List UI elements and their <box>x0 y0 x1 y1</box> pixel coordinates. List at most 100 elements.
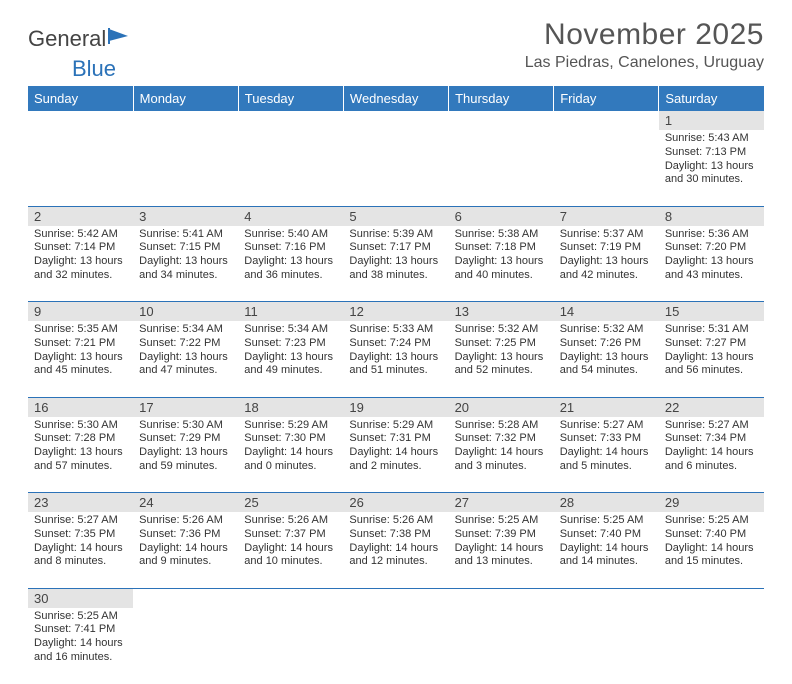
day-details: Sunrise: 5:30 AMSunset: 7:29 PMDaylight:… <box>133 417 238 478</box>
weekday-header: Saturday <box>659 86 764 111</box>
day-content-cell <box>554 130 659 206</box>
day-details: Sunrise: 5:40 AMSunset: 7:16 PMDaylight:… <box>238 226 343 287</box>
day-number-cell <box>554 588 659 608</box>
day-number-cell: 24 <box>133 493 238 513</box>
day-number-cell: 29 <box>659 493 764 513</box>
day-content-cell: Sunrise: 5:41 AMSunset: 7:15 PMDaylight:… <box>133 226 238 302</box>
day-number-cell: 3 <box>133 206 238 226</box>
day-content-cell <box>449 130 554 206</box>
day-details: Sunrise: 5:34 AMSunset: 7:22 PMDaylight:… <box>133 321 238 382</box>
day-number-cell: 13 <box>449 302 554 322</box>
day-number-cell: 23 <box>28 493 133 513</box>
day-number-cell: 19 <box>343 397 448 417</box>
day-number-cell: 10 <box>133 302 238 322</box>
logo: General <box>28 26 134 52</box>
day-content-cell <box>659 608 764 684</box>
day-content-cell: Sunrise: 5:25 AMSunset: 7:41 PMDaylight:… <box>28 608 133 684</box>
day-number-cell: 25 <box>238 493 343 513</box>
day-number-cell: 27 <box>449 493 554 513</box>
day-content-cell: Sunrise: 5:27 AMSunset: 7:34 PMDaylight:… <box>659 417 764 493</box>
content-row: Sunrise: 5:42 AMSunset: 7:14 PMDaylight:… <box>28 226 764 302</box>
day-details: Sunrise: 5:27 AMSunset: 7:35 PMDaylight:… <box>28 512 133 573</box>
day-details: Sunrise: 5:33 AMSunset: 7:24 PMDaylight:… <box>343 321 448 382</box>
day-details: Sunrise: 5:27 AMSunset: 7:33 PMDaylight:… <box>554 417 659 478</box>
weekday-header: Sunday <box>28 86 133 111</box>
day-number-cell: 30 <box>28 588 133 608</box>
day-content-cell <box>343 608 448 684</box>
day-content-cell: Sunrise: 5:25 AMSunset: 7:39 PMDaylight:… <box>449 512 554 588</box>
day-details: Sunrise: 5:41 AMSunset: 7:15 PMDaylight:… <box>133 226 238 287</box>
daynum-row: 2345678 <box>28 206 764 226</box>
day-number-cell: 20 <box>449 397 554 417</box>
day-details: Sunrise: 5:31 AMSunset: 7:27 PMDaylight:… <box>659 321 764 382</box>
day-content-cell: Sunrise: 5:30 AMSunset: 7:28 PMDaylight:… <box>28 417 133 493</box>
day-content-cell <box>28 130 133 206</box>
page-subtitle: Las Piedras, Canelones, Uruguay <box>525 54 764 72</box>
day-content-cell: Sunrise: 5:37 AMSunset: 7:19 PMDaylight:… <box>554 226 659 302</box>
day-content-cell: Sunrise: 5:26 AMSunset: 7:37 PMDaylight:… <box>238 512 343 588</box>
day-content-cell: Sunrise: 5:32 AMSunset: 7:26 PMDaylight:… <box>554 321 659 397</box>
day-content-cell: Sunrise: 5:31 AMSunset: 7:27 PMDaylight:… <box>659 321 764 397</box>
content-row: Sunrise: 5:25 AMSunset: 7:41 PMDaylight:… <box>28 608 764 684</box>
day-number-cell <box>238 588 343 608</box>
day-content-cell: Sunrise: 5:33 AMSunset: 7:24 PMDaylight:… <box>343 321 448 397</box>
day-number-cell <box>28 111 133 130</box>
page-title: November 2025 <box>525 18 764 52</box>
day-content-cell: Sunrise: 5:36 AMSunset: 7:20 PMDaylight:… <box>659 226 764 302</box>
day-details: Sunrise: 5:38 AMSunset: 7:18 PMDaylight:… <box>449 226 554 287</box>
daynum-row: 30 <box>28 588 764 608</box>
day-details: Sunrise: 5:28 AMSunset: 7:32 PMDaylight:… <box>449 417 554 478</box>
day-number-cell: 6 <box>449 206 554 226</box>
daynum-row: 1 <box>28 111 764 130</box>
day-content-cell <box>133 608 238 684</box>
content-row: Sunrise: 5:43 AMSunset: 7:13 PMDaylight:… <box>28 130 764 206</box>
day-number-cell: 21 <box>554 397 659 417</box>
weekday-header-row: Sunday Monday Tuesday Wednesday Thursday… <box>28 86 764 111</box>
day-details: Sunrise: 5:34 AMSunset: 7:23 PMDaylight:… <box>238 321 343 382</box>
day-content-cell: Sunrise: 5:42 AMSunset: 7:14 PMDaylight:… <box>28 226 133 302</box>
day-content-cell: Sunrise: 5:26 AMSunset: 7:38 PMDaylight:… <box>343 512 448 588</box>
day-number-cell: 18 <box>238 397 343 417</box>
day-number-cell <box>449 588 554 608</box>
day-number-cell: 14 <box>554 302 659 322</box>
day-details: Sunrise: 5:43 AMSunset: 7:13 PMDaylight:… <box>659 130 764 191</box>
day-details: Sunrise: 5:27 AMSunset: 7:34 PMDaylight:… <box>659 417 764 478</box>
weekday-header: Monday <box>133 86 238 111</box>
day-number-cell <box>343 588 448 608</box>
day-content-cell <box>554 608 659 684</box>
calendar-table: Sunday Monday Tuesday Wednesday Thursday… <box>28 86 764 684</box>
day-details: Sunrise: 5:25 AMSunset: 7:41 PMDaylight:… <box>28 608 133 669</box>
content-row: Sunrise: 5:27 AMSunset: 7:35 PMDaylight:… <box>28 512 764 588</box>
day-number-cell: 9 <box>28 302 133 322</box>
weekday-header: Thursday <box>449 86 554 111</box>
day-number-cell: 7 <box>554 206 659 226</box>
day-details: Sunrise: 5:25 AMSunset: 7:40 PMDaylight:… <box>659 512 764 573</box>
day-content-cell: Sunrise: 5:30 AMSunset: 7:29 PMDaylight:… <box>133 417 238 493</box>
weekday-header: Friday <box>554 86 659 111</box>
day-number-cell: 26 <box>343 493 448 513</box>
day-content-cell: Sunrise: 5:29 AMSunset: 7:31 PMDaylight:… <box>343 417 448 493</box>
day-content-cell: Sunrise: 5:27 AMSunset: 7:35 PMDaylight:… <box>28 512 133 588</box>
weekday-header: Tuesday <box>238 86 343 111</box>
day-content-cell: Sunrise: 5:38 AMSunset: 7:18 PMDaylight:… <box>449 226 554 302</box>
day-details: Sunrise: 5:35 AMSunset: 7:21 PMDaylight:… <box>28 321 133 382</box>
day-number-cell: 8 <box>659 206 764 226</box>
logo-text-2: Blue <box>72 56 116 82</box>
day-number-cell <box>133 588 238 608</box>
day-content-cell: Sunrise: 5:25 AMSunset: 7:40 PMDaylight:… <box>659 512 764 588</box>
day-content-cell: Sunrise: 5:28 AMSunset: 7:32 PMDaylight:… <box>449 417 554 493</box>
day-content-cell: Sunrise: 5:25 AMSunset: 7:40 PMDaylight:… <box>554 512 659 588</box>
logo-text-1: General <box>28 26 106 52</box>
day-content-cell: Sunrise: 5:35 AMSunset: 7:21 PMDaylight:… <box>28 321 133 397</box>
day-number-cell <box>449 111 554 130</box>
day-content-cell: Sunrise: 5:40 AMSunset: 7:16 PMDaylight:… <box>238 226 343 302</box>
day-number-cell: 4 <box>238 206 343 226</box>
day-details: Sunrise: 5:26 AMSunset: 7:38 PMDaylight:… <box>343 512 448 573</box>
day-number-cell: 5 <box>343 206 448 226</box>
day-content-cell <box>343 130 448 206</box>
day-number-cell <box>343 111 448 130</box>
day-number-cell: 12 <box>343 302 448 322</box>
day-number-cell: 22 <box>659 397 764 417</box>
day-details: Sunrise: 5:37 AMSunset: 7:19 PMDaylight:… <box>554 226 659 287</box>
day-content-cell: Sunrise: 5:43 AMSunset: 7:13 PMDaylight:… <box>659 130 764 206</box>
